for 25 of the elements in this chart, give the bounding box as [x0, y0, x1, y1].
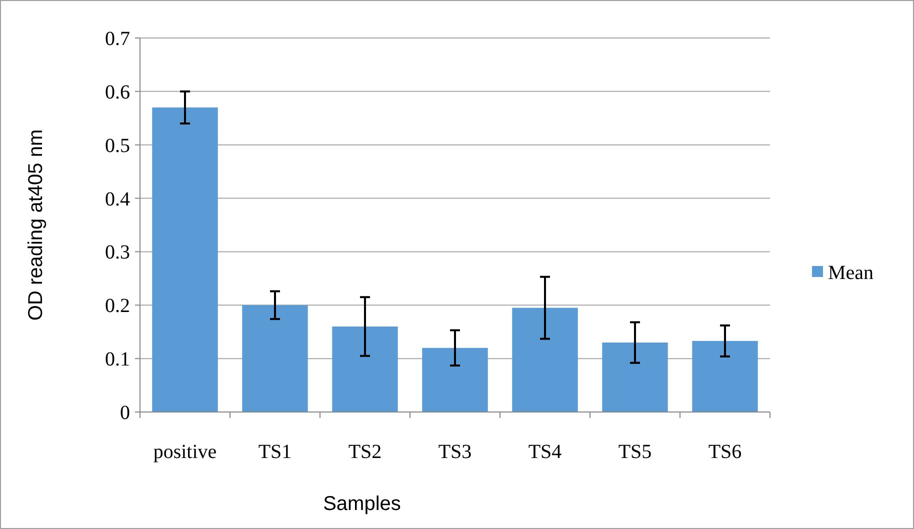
x-tick-label: TS1	[258, 441, 292, 463]
x-tick-label: TS6	[708, 441, 742, 463]
bar	[242, 305, 308, 412]
x-tick-label: TS4	[528, 441, 562, 463]
y-tick-label: 0.6	[105, 81, 130, 104]
bar	[692, 340, 758, 412]
bar	[422, 348, 488, 412]
legend-label: Mean	[828, 262, 874, 284]
bar	[602, 342, 668, 412]
x-tick-label: TS2	[348, 441, 382, 463]
x-tick-label: TS3	[438, 441, 472, 463]
y-tick-label: 0	[120, 402, 130, 424]
y-tick-label: 0.1	[105, 348, 130, 371]
y-tick-label: 0.3	[105, 242, 130, 264]
y-tick-label: 0.2	[105, 295, 130, 318]
y-tick-label: 0.7	[105, 28, 130, 50]
bar	[152, 107, 218, 412]
bar	[332, 326, 398, 412]
y-tick-label: 0.5	[105, 134, 130, 157]
y-tick-label: 0.4	[105, 188, 130, 210]
x-axis-title: Samples	[323, 493, 401, 515]
y-axis-title: OD reading at405 nm	[25, 129, 47, 321]
x-tick-label: positive	[153, 441, 217, 463]
bar	[512, 308, 578, 412]
x-tick-label: TS5	[618, 441, 652, 463]
